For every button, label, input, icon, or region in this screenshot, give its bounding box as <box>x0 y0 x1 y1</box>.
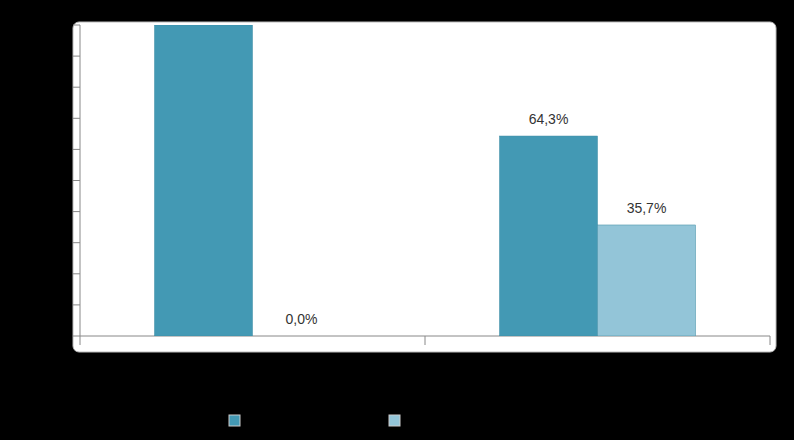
y-tick <box>73 242 80 243</box>
legend-swatch <box>389 415 400 426</box>
data-label: 64,3% <box>529 111 569 127</box>
plot-panel <box>73 22 776 352</box>
legend <box>229 415 400 426</box>
bar <box>500 136 598 336</box>
y-tick <box>73 304 80 305</box>
data-label: 0,0% <box>286 311 318 327</box>
category-divider <box>770 336 771 345</box>
y-tick <box>73 149 80 150</box>
category-divider <box>80 336 81 345</box>
legend-swatch <box>229 415 240 426</box>
y-tick <box>73 180 80 181</box>
data-labels: 64,3% 0,0% 35,7% <box>286 111 667 327</box>
y-tick <box>73 211 80 212</box>
chart-root: 64,3% 0,0% 35,7% <box>0 0 794 440</box>
y-tick <box>73 118 80 119</box>
y-tick <box>73 56 80 57</box>
data-label: 35,7% <box>627 200 667 216</box>
background <box>0 0 794 440</box>
bars <box>155 25 696 336</box>
category-divider <box>425 336 426 345</box>
bar <box>253 336 351 337</box>
y-tick <box>73 273 80 274</box>
y-tick <box>73 25 80 26</box>
bar <box>598 225 696 336</box>
chart: 64,3% 0,0% 35,7% <box>0 0 794 440</box>
y-tick <box>73 336 80 337</box>
y-axis <box>80 25 81 336</box>
bar <box>155 25 253 336</box>
y-tick <box>73 87 80 88</box>
